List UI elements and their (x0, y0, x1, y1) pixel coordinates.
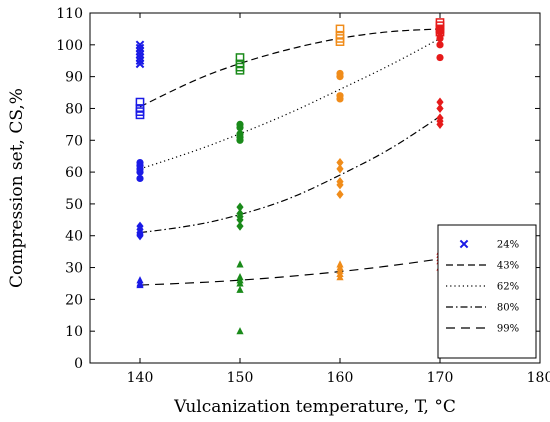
x-tick-label: 140 (127, 370, 154, 386)
y-tick-label: 50 (65, 197, 83, 213)
data-point-circle (436, 41, 444, 49)
y-tick-label: 40 (65, 229, 83, 245)
x-tick-label: 160 (327, 370, 354, 386)
data-point-circle (136, 168, 144, 176)
data-point-triangle (236, 327, 244, 335)
y-axis-label: Compression set, CS,% (7, 88, 27, 288)
fit-curve-dashed (139, 28, 441, 108)
data-point-triangle (336, 272, 344, 281)
y-tick-label: 60 (65, 165, 83, 181)
y-tick-label: 80 (65, 101, 83, 117)
fit-curve-dash-dot (139, 115, 441, 234)
data-point-square (335, 37, 345, 46)
data-point-diamond (336, 189, 344, 199)
y-tick-label: 70 (65, 133, 83, 149)
data-point-diamond (336, 157, 344, 168)
legend-label: 99% (497, 324, 519, 335)
data-point-diamond (136, 231, 144, 241)
data-point-triangle (236, 285, 244, 293)
data-point-triangle (136, 280, 144, 289)
y-tick-label: 0 (74, 356, 83, 372)
y-tick-label: 10 (65, 324, 83, 340)
data-point-cross (135, 50, 145, 59)
data-point-square (235, 65, 245, 75)
y-tick-label: 90 (65, 70, 83, 86)
fit-curves (139, 28, 441, 286)
data-point-cross (135, 53, 145, 62)
data-point-circle (436, 53, 444, 62)
data-point-square (235, 53, 245, 62)
data-point-cross (135, 40, 145, 50)
data-point-triangle (236, 279, 244, 287)
fit-curve-dotted (139, 37, 441, 170)
data-point-cross (135, 46, 145, 56)
data-point-diamond (336, 164, 344, 174)
legend-label: 62% (497, 282, 519, 293)
data-points (135, 18, 445, 335)
axis-ticks: 140 150 160 170 180 0 10 20 30 40 50 60 70 80 90 100 110 (56, 6, 550, 386)
plot-frame (89, 12, 541, 364)
legend: 24% 43% 62% 80% 99% (437, 224, 537, 359)
data-point-triangle (236, 260, 244, 268)
data-point-diamond (236, 202, 244, 212)
data-point-circle (236, 123, 244, 132)
data-point-diamond (436, 103, 444, 114)
data-point-square (135, 97, 145, 107)
y-tick-label: 110 (56, 6, 83, 22)
data-point-circle (136, 174, 144, 183)
legend-label: 43% (497, 261, 519, 272)
legend-marker-x-cross (459, 239, 469, 249)
fit-curve-loosely-dashed (139, 258, 441, 286)
x-tick-label: 150 (227, 370, 254, 386)
data-point-circle (436, 34, 444, 43)
data-point-circle (336, 73, 344, 81)
data-point-diamond (236, 215, 244, 225)
legend-label: 24% (497, 240, 519, 251)
data-point-square (335, 24, 345, 34)
x-axis-label: Vulcanization temperature, T, °C (173, 397, 456, 417)
x-tick-label: 180 (527, 370, 550, 386)
data-point-diamond (336, 180, 344, 190)
x-tick-label: 170 (427, 370, 454, 386)
data-point-square (135, 110, 145, 120)
data-point-circle (436, 28, 444, 36)
y-tick-label: 100 (56, 38, 83, 54)
data-point-cross (135, 43, 145, 53)
data-point-diamond (436, 119, 444, 129)
y-tick-label: 30 (65, 261, 83, 277)
y-tick-label: 20 (65, 292, 83, 308)
data-point-diamond (436, 97, 444, 107)
data-point-circle (236, 136, 244, 144)
legend-label: 80% (497, 303, 519, 314)
data-point-diamond (236, 221, 244, 231)
data-point-cross (135, 59, 145, 69)
data-point-cross (135, 56, 145, 66)
legend-box (437, 224, 537, 359)
data-point-circle (336, 95, 344, 103)
